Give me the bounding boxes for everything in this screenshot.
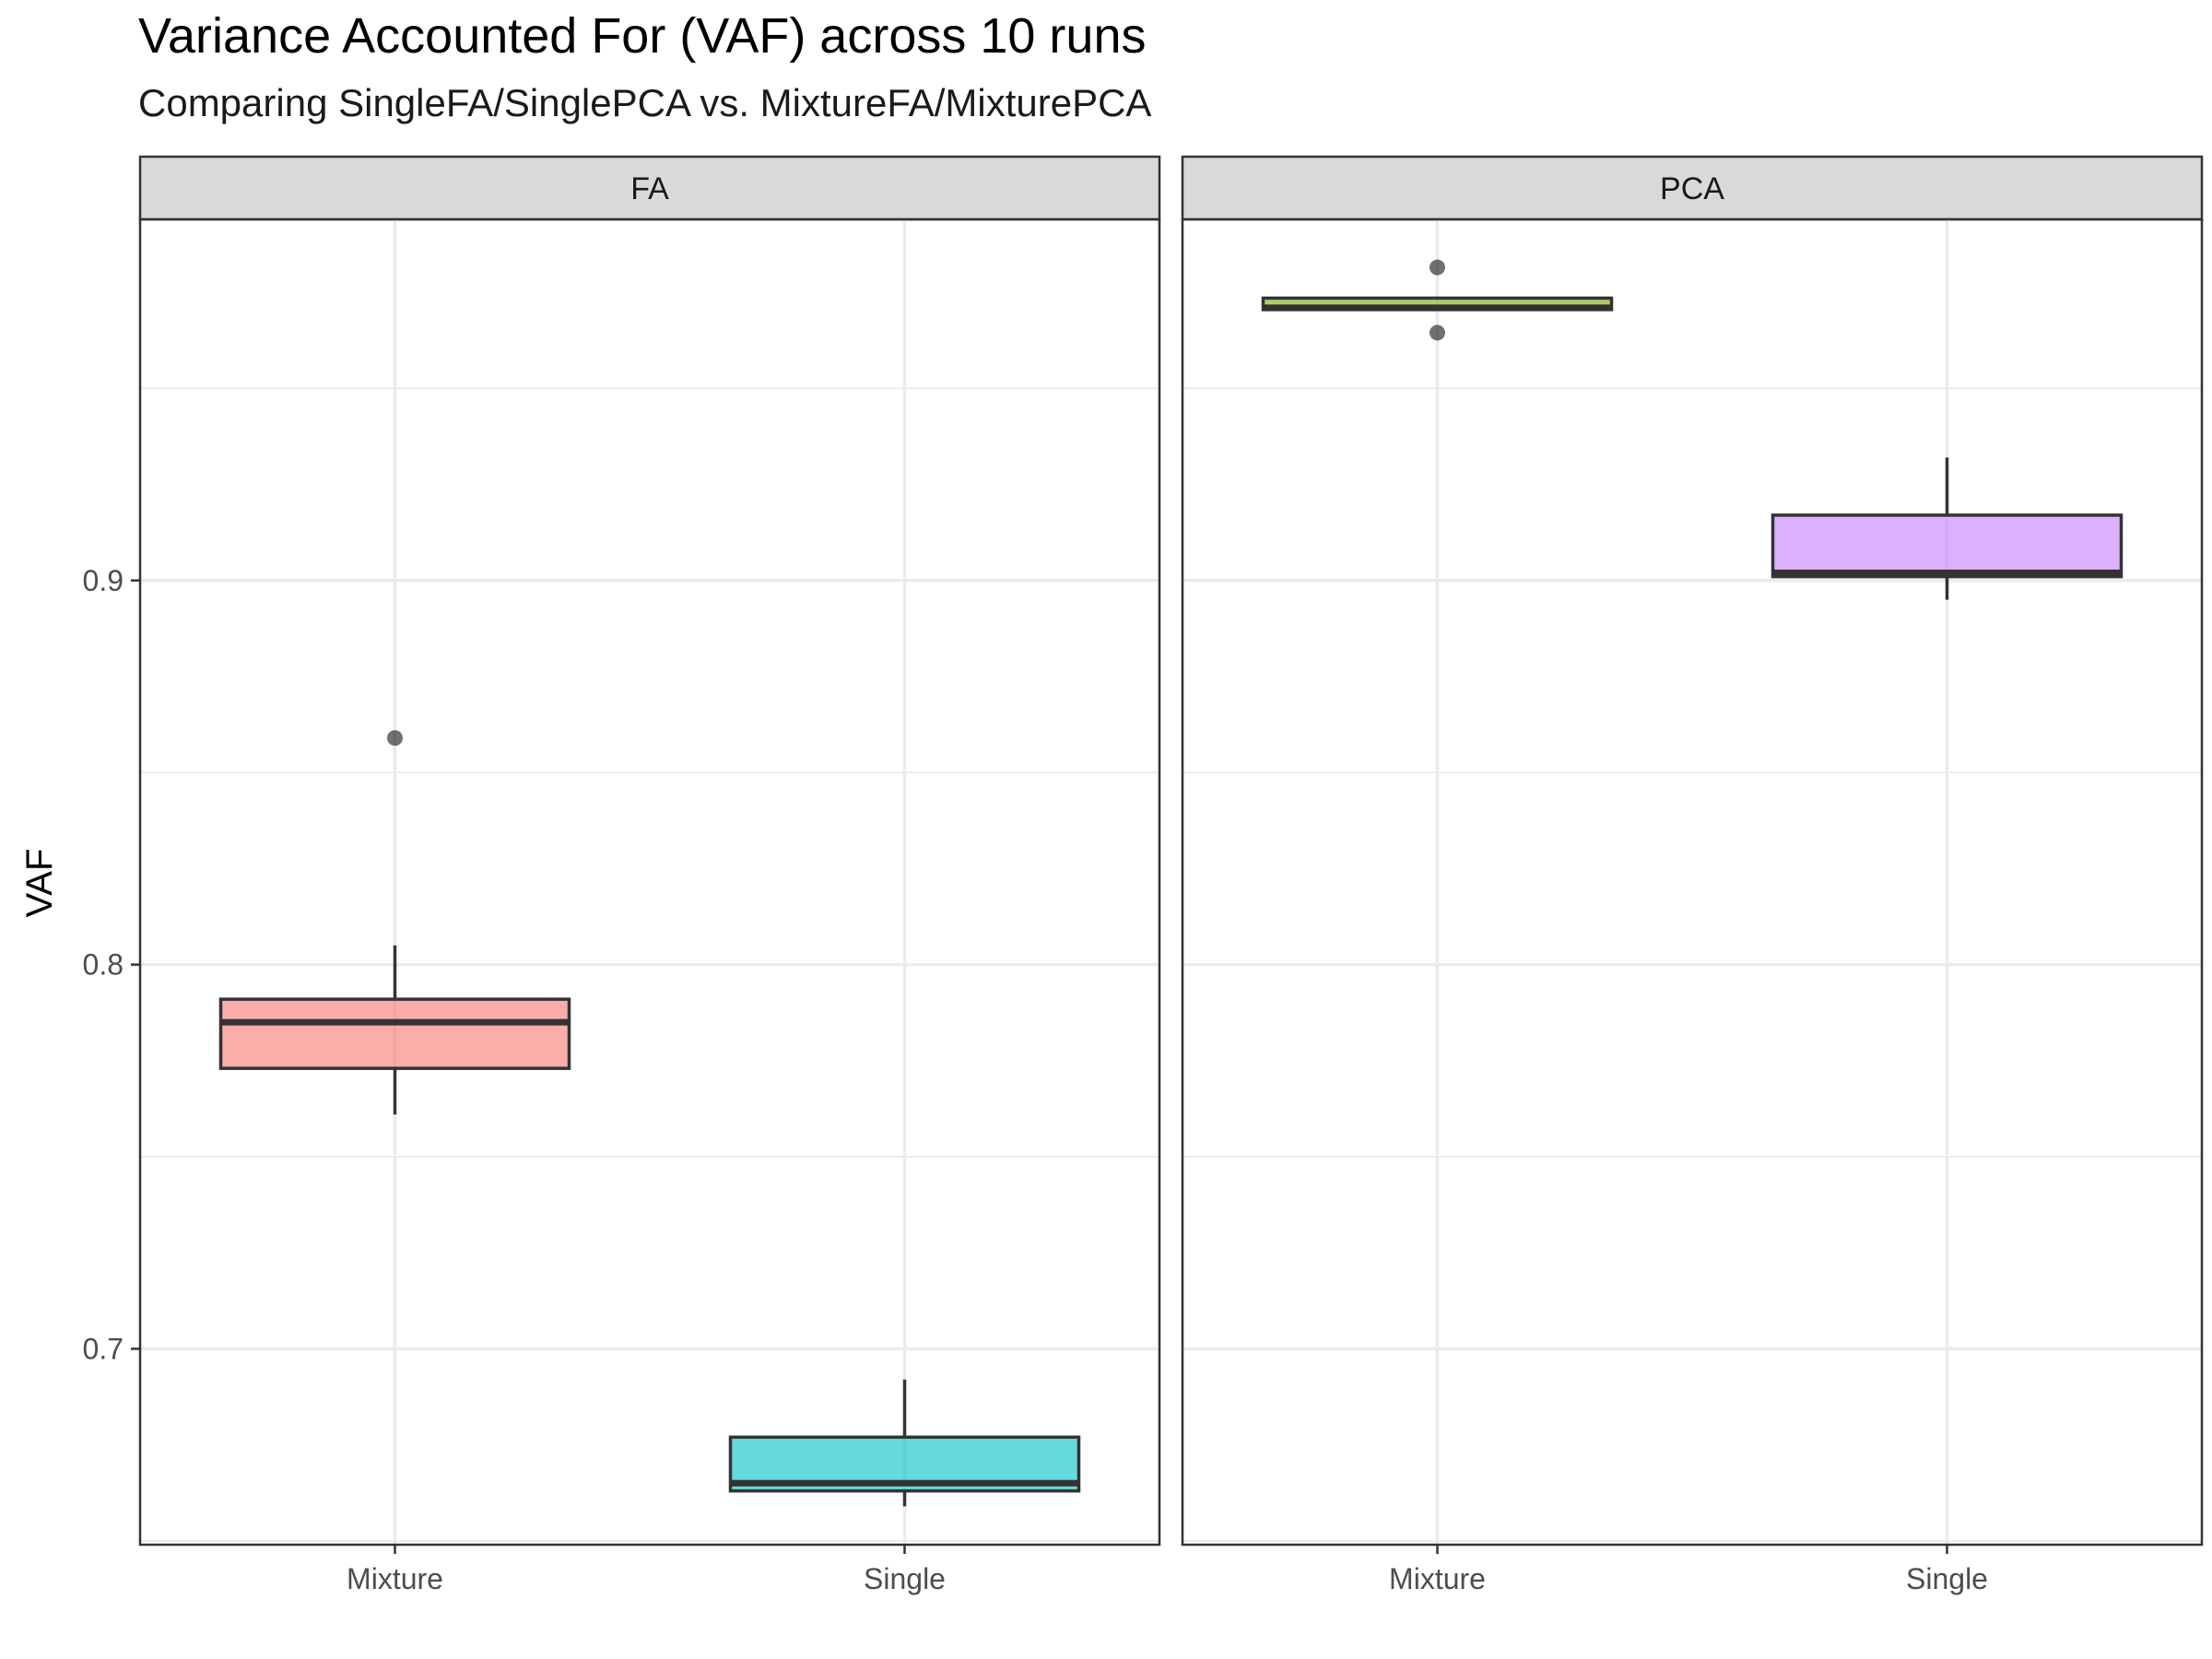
y-tick-label: 0.7	[83, 1332, 124, 1365]
panel-border	[1181, 218, 2204, 1547]
x-tick-label: Mixture	[1389, 1562, 1486, 1595]
y-axis-title: VAF	[19, 849, 60, 918]
facet-panel-fa: FA Mixture Single	[138, 155, 1161, 1595]
x-tick-label: Mixture	[347, 1562, 443, 1595]
box-fa-mixture	[218, 730, 571, 1115]
y-tick-label: 0.9	[83, 564, 124, 597]
panel-border	[138, 218, 1161, 1547]
box-pca-mixture	[1261, 259, 1614, 341]
facet-strip	[1181, 155, 2204, 221]
outlier-point	[1430, 259, 1445, 276]
chart-title: Variance Accounted For (VAF) across 10 r…	[138, 8, 1147, 64]
facet-label: FA	[630, 171, 669, 206]
box-fa-single	[728, 1379, 1081, 1507]
y-tick-label: 0.8	[83, 948, 124, 982]
outlier-point	[1430, 324, 1445, 341]
box-body	[218, 997, 571, 1070]
facet-label: PCA	[1660, 171, 1724, 206]
x-tick-label: Single	[864, 1562, 946, 1595]
box-pca-single	[1771, 457, 2124, 600]
x-tick-label: Single	[1906, 1562, 1988, 1595]
outlier-point	[387, 730, 403, 747]
facet-panel-pca: PCA Mixture Single	[1181, 155, 2204, 1595]
box-body	[1771, 513, 2124, 579]
chart-subtitle: Comparing SingleFA/SinglePCA vs. Mixture…	[138, 81, 1152, 124]
